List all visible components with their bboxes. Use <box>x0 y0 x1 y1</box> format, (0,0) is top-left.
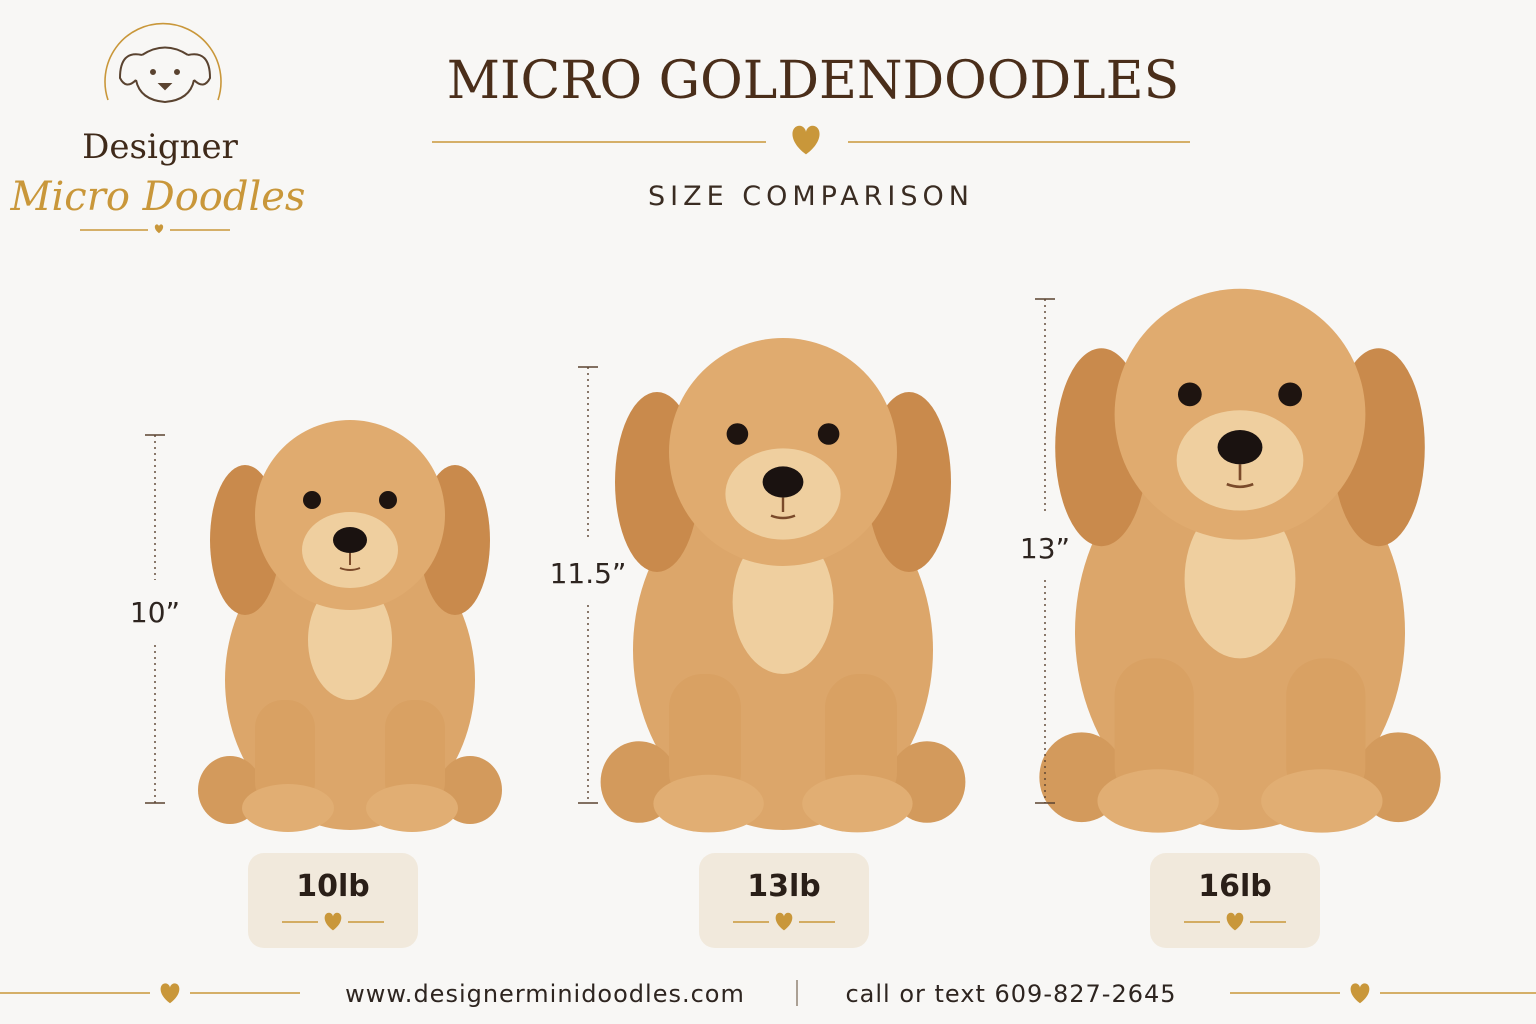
title: MICRO GOLDENDOODLES <box>447 51 1180 111</box>
height-label: 13” <box>1020 532 1070 565</box>
height-label: 11.5” <box>550 557 627 590</box>
height-ruler: 10” <box>130 434 180 804</box>
weight-badge: 10lb <box>248 853 418 948</box>
puppy-image <box>197 419 503 833</box>
footer: www.designerminidoodles.com call or text… <box>0 980 1536 1008</box>
weight-badge: 13lb <box>699 853 869 948</box>
weight-label: 10lb <box>296 869 370 904</box>
title-heart <box>792 125 820 155</box>
puppy-image <box>599 336 967 834</box>
logo: Designer Micro Doodles <box>10 22 306 234</box>
puppy-image <box>1038 287 1442 834</box>
logo-line1: Designer <box>82 127 238 167</box>
weight-label: 13lb <box>747 869 821 904</box>
logo-heart <box>154 224 164 234</box>
logo-line2: Micro Doodles <box>10 174 306 220</box>
height-ruler: 11.5” <box>550 366 627 804</box>
subtitle: SIZE COMPARISON <box>648 181 974 212</box>
height-ruler: 13” <box>1020 298 1070 804</box>
weight-badge: 16lb <box>1150 853 1320 948</box>
weight-label: 16lb <box>1198 869 1272 904</box>
logo-dog <box>118 46 212 104</box>
contact: call or text 609-827-2645 <box>845 980 1176 1008</box>
website: www.designerminidoodles.com <box>345 980 745 1008</box>
height-label: 10” <box>130 596 180 629</box>
